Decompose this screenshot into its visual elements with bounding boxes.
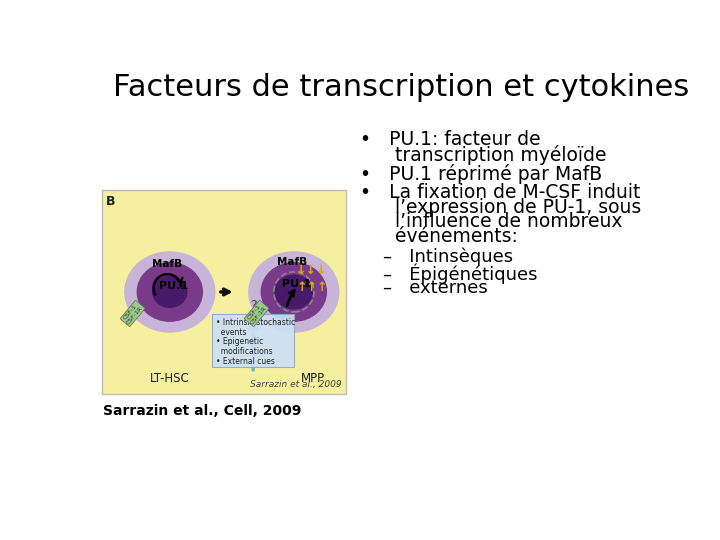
Text: CSF-1
CSF-1R: CSF-1 CSF-1R [122,301,144,326]
Text: –   externes: – externes [383,280,487,298]
Ellipse shape [156,278,184,296]
Text: •   La fixation de M-CSF induit: • La fixation de M-CSF induit [360,183,640,202]
Text: événements:: événements: [371,227,518,246]
Text: •   PU.1: facteur de: • PU.1: facteur de [360,130,540,149]
Text: Sarrazin et al., Cell, 2009: Sarrazin et al., Cell, 2009 [103,403,302,417]
Text: •   PU.1 réprimé par MafB: • PU.1 réprimé par MafB [360,164,602,184]
Text: MafB: MafB [152,259,181,269]
Text: transcription myéloïde: transcription myéloïde [371,145,606,165]
Bar [212,314,294,367]
Text: ↓↓↓: ↓↓↓ [295,264,327,277]
Ellipse shape [261,262,326,321]
Text: –   Épigénétiques: – Épigénétiques [383,264,537,284]
Text: LT-HSC: LT-HSC [150,372,189,385]
Text: MPP: MPP [301,372,325,385]
Text: ?: ? [250,299,256,312]
Ellipse shape [279,276,309,297]
Bar [102,190,346,394]
Text: MafB: MafB [277,258,307,267]
Text: l’expression de PU-1, sous: l’expression de PU-1, sous [371,198,641,217]
Ellipse shape [275,275,312,309]
Text: B: B [107,195,116,208]
Text: ↑↑↑: ↑↑↑ [297,281,328,294]
Text: • Epigenetic: • Epigenetic [215,338,263,346]
Text: • External cues: • External cues [215,356,274,366]
Text: events: events [215,328,246,337]
Text: l’influence de nombreux: l’influence de nombreux [371,212,622,231]
Text: Facteurs de transcription et cytokines: Facteurs de transcription et cytokines [113,73,690,103]
Text: • Intrinsic stochastic: • Intrinsic stochastic [215,318,294,327]
Ellipse shape [153,276,187,307]
Text: –   Intinsèques: – Intinsèques [383,247,513,266]
Ellipse shape [125,252,215,332]
Ellipse shape [138,262,202,321]
Text: CSF-1
CSF-1R: CSF-1 CSF-1R [246,301,268,326]
Ellipse shape [249,252,339,332]
Text: PU.1: PU.1 [282,279,311,289]
Text: Sarrazin et al., 2009: Sarrazin et al., 2009 [251,380,342,389]
Text: PU.1: PU.1 [159,281,188,291]
Text: modifications: modifications [215,347,272,356]
